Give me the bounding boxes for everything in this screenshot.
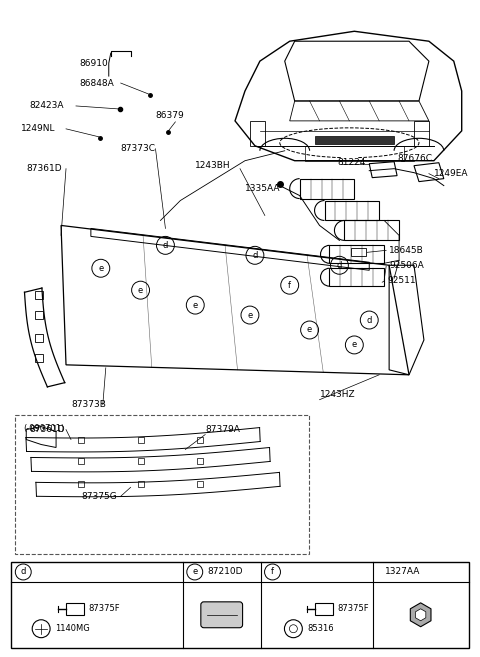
FancyBboxPatch shape xyxy=(201,602,242,627)
Bar xyxy=(78,436,84,443)
Bar xyxy=(35,291,43,299)
Bar xyxy=(35,354,43,362)
Bar xyxy=(138,436,144,443)
Text: 86379: 86379 xyxy=(156,112,184,120)
Text: 87210D: 87210D xyxy=(208,568,243,576)
Text: d: d xyxy=(163,241,168,250)
Text: 86910: 86910 xyxy=(79,58,108,68)
Bar xyxy=(12,562,468,648)
Text: d: d xyxy=(337,261,342,270)
Bar xyxy=(324,200,379,221)
Text: 87375F: 87375F xyxy=(88,604,120,614)
Text: 1243BH: 1243BH xyxy=(195,161,231,170)
Bar xyxy=(329,268,384,286)
Text: 82423A: 82423A xyxy=(29,101,64,110)
Bar xyxy=(197,459,203,464)
Bar xyxy=(138,459,144,464)
Text: 81224: 81224 xyxy=(337,158,366,167)
Text: e: e xyxy=(307,325,312,334)
Bar xyxy=(78,482,84,487)
Bar xyxy=(329,245,384,263)
Text: 87379A: 87379A xyxy=(205,425,240,434)
Bar xyxy=(197,482,203,487)
Text: 87375F: 87375F xyxy=(337,604,369,614)
Bar xyxy=(305,146,404,161)
Text: 1335AA: 1335AA xyxy=(245,184,280,193)
Bar xyxy=(315,603,333,615)
Text: e: e xyxy=(247,311,252,319)
Text: 18645B: 18645B xyxy=(389,246,424,255)
Text: d: d xyxy=(21,568,26,576)
Text: e: e xyxy=(138,286,143,294)
Bar xyxy=(351,248,366,256)
Text: 87676C: 87676C xyxy=(397,154,432,163)
Text: f: f xyxy=(271,568,274,576)
Text: e: e xyxy=(98,263,103,273)
Text: 1140MG: 1140MG xyxy=(55,624,90,633)
Bar xyxy=(138,482,144,487)
Bar xyxy=(35,334,43,342)
Text: f: f xyxy=(288,281,291,290)
Bar xyxy=(66,603,84,615)
Text: 87373B: 87373B xyxy=(71,400,106,409)
Bar xyxy=(197,436,203,443)
Text: 87361D: 87361D xyxy=(26,164,62,173)
Text: d: d xyxy=(252,251,258,260)
Text: 1249NL: 1249NL xyxy=(21,124,56,133)
Text: e: e xyxy=(192,301,198,309)
Text: 87373C: 87373C xyxy=(120,145,156,153)
Text: 1327AA: 1327AA xyxy=(384,568,420,576)
Bar xyxy=(35,311,43,319)
Text: (-090701): (-090701) xyxy=(23,424,64,433)
Bar xyxy=(78,459,84,464)
Text: d: d xyxy=(367,315,372,325)
Text: 87375G: 87375G xyxy=(81,492,117,501)
Bar xyxy=(250,121,265,146)
Text: 87361D: 87361D xyxy=(29,425,65,434)
Polygon shape xyxy=(416,609,426,621)
Text: 1249EA: 1249EA xyxy=(434,169,468,178)
Bar xyxy=(15,415,309,554)
Text: 85316: 85316 xyxy=(307,624,334,633)
Polygon shape xyxy=(410,603,431,627)
Text: 92511: 92511 xyxy=(387,276,416,284)
Text: e: e xyxy=(192,568,197,576)
Text: 86848A: 86848A xyxy=(79,79,114,87)
Text: 1243HZ: 1243HZ xyxy=(320,390,355,399)
Bar xyxy=(314,136,394,144)
Bar xyxy=(300,179,354,198)
Bar xyxy=(414,121,429,146)
Text: 92506A: 92506A xyxy=(389,261,424,270)
Text: e: e xyxy=(352,340,357,350)
Bar xyxy=(344,221,399,240)
